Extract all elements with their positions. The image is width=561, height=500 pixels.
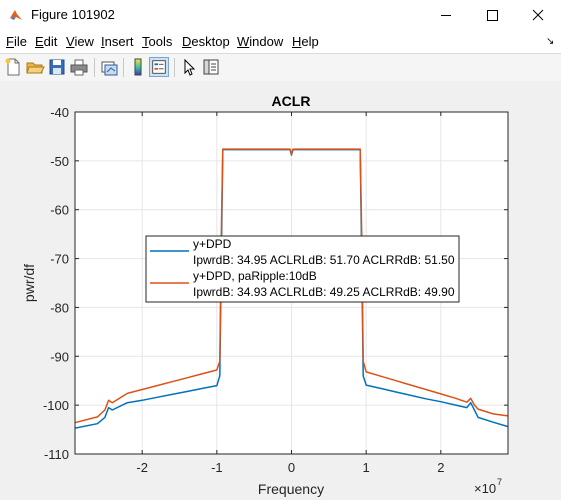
menu-help[interactable]: Help xyxy=(292,34,319,49)
edit-plot-icon[interactable] xyxy=(179,57,199,77)
title-bar: Figure 101902 xyxy=(0,0,561,31)
y-tick-label: -80 xyxy=(50,300,69,315)
y-tick-label: -50 xyxy=(50,154,69,169)
menu-tools[interactable]: Tools xyxy=(142,34,173,49)
y-tick-label: -40 xyxy=(50,105,69,120)
x-axis-label: Frequency xyxy=(258,481,324,497)
toolbar-separator xyxy=(123,58,124,77)
tick-labels: -2 -1 0 1 2 -110 -100 -90 -80 -70 -60 -50 -40 xyxy=(43,105,444,475)
new-figure-icon[interactable] xyxy=(3,57,23,77)
save-icon[interactable] xyxy=(47,57,67,77)
open-file-icon[interactable] xyxy=(25,57,45,77)
x-tick-label: 1 xyxy=(363,460,370,475)
x-tick-label: 0 xyxy=(288,460,295,475)
matlab-icon xyxy=(10,10,22,20)
y-axis-label: pwr/df xyxy=(21,264,37,302)
x-exponent-base: ×10 xyxy=(474,481,496,496)
dock-figure-icon[interactable]: ↘ xyxy=(546,36,555,47)
plot-lines xyxy=(74,148,509,429)
menu-desktop[interactable]: Desktop xyxy=(182,34,230,49)
menu-bar: File Edit View Insert Tools Desktop Wind… xyxy=(0,31,561,53)
x-exponent-power: 7 xyxy=(497,477,502,487)
menu-file[interactable]: File xyxy=(6,34,27,49)
x-tick-label: -1 xyxy=(211,460,223,475)
toolbar-separator xyxy=(94,58,95,77)
link-plot-icon[interactable] xyxy=(99,57,119,77)
x-tick-label: 2 xyxy=(437,460,444,475)
menu-window[interactable]: Window xyxy=(237,34,284,49)
aclr-plot[interactable]: -2 -1 0 1 2 -110 -100 -90 -80 -70 -60 -50 -40 ACLR F… xyxy=(0,81,561,500)
figure-toolbar xyxy=(0,53,561,82)
print-icon[interactable] xyxy=(69,57,89,77)
legend-label-series-1: y+DPD xyxy=(193,237,232,251)
y-tick-label: -90 xyxy=(50,349,69,364)
toolbar-separator xyxy=(174,58,175,77)
legend-icon[interactable] xyxy=(149,57,169,77)
tick-marks xyxy=(75,111,508,455)
legend-box xyxy=(145,235,460,303)
y-tick-label: -100 xyxy=(43,398,69,413)
legend-label-series-2: y+DPD, paRipple:10dB xyxy=(193,269,317,283)
y-tick-label: -110 xyxy=(44,447,69,462)
menu-edit[interactable]: Edit xyxy=(35,34,58,49)
menu-insert[interactable]: Insert xyxy=(101,34,134,49)
property-inspector-icon[interactable] xyxy=(201,57,221,77)
maximize-icon[interactable] xyxy=(469,0,515,31)
colorbar-icon[interactable] xyxy=(128,57,148,77)
figure-canvas: -2 -1 0 1 2 -110 -100 -90 -80 -70 -60 -50 -40 ACLR F… xyxy=(0,81,561,500)
legend-detail-series-2: IpwrdB: 34.93 ACLRLdB: 49.25 ACLRRdB: 49… xyxy=(193,285,455,299)
y-tick-label: -70 xyxy=(50,252,69,267)
legend[interactable]: y+DPD IpwrdB: 34.95 ACLRLdB: 51.70 ACLRR… xyxy=(145,235,460,303)
chart-title: ACLR xyxy=(272,93,311,109)
menu-view[interactable]: View xyxy=(66,34,94,49)
y-tick-label: -60 xyxy=(50,203,69,218)
close-icon[interactable] xyxy=(515,0,561,31)
series-line-2 xyxy=(74,148,509,424)
legend-detail-series-1: IpwrdB: 34.95 ACLRLdB: 51.70 ACLRRdB: 51… xyxy=(193,253,455,267)
x-tick-label: -2 xyxy=(136,460,148,475)
window-title: Figure 101902 xyxy=(31,7,115,22)
minimize-icon[interactable] xyxy=(423,0,469,31)
